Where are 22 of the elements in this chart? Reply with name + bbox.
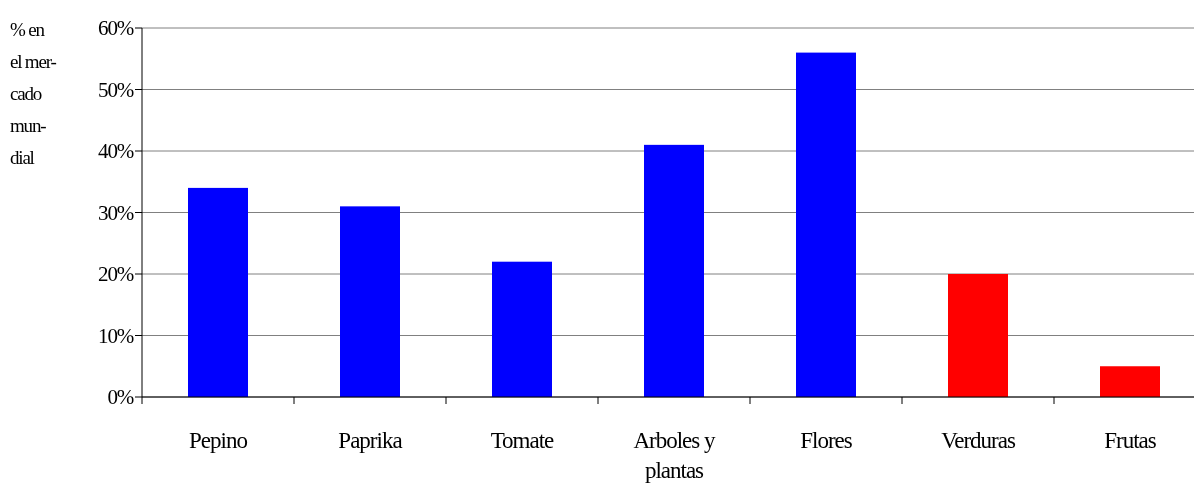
x-tick-label: Pepino [189,428,248,453]
y-tick-label: 10% [98,323,134,348]
bar [796,52,856,397]
bar [340,206,400,397]
x-tick-label: Tomate [490,428,555,453]
x-tick-label: Flores [800,428,853,453]
y-tick-label: 20% [98,262,134,287]
bar [188,187,248,397]
bar [1100,366,1160,397]
bar [644,144,704,397]
x-tick-label: Frutas [1104,428,1157,453]
y-tick-label: 40% [98,139,134,164]
y-tick-label: 50% [98,77,134,102]
y-tick-label: 60% [98,16,134,41]
y-axis-title: % en el mer- cado mun- dial [10,19,57,168]
bar [948,274,1008,397]
x-tick-label: Verduras [941,428,1016,453]
x-tick-label: Paprika [338,428,403,453]
y-tick-label: 0% [107,385,134,410]
y-tick-label: 30% [98,200,134,225]
x-tick-label: Arboles y plantas [633,428,717,483]
bar [492,261,552,397]
